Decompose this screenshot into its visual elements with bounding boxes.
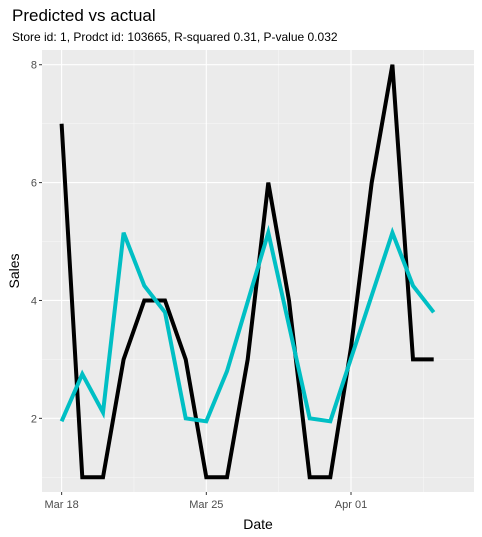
chart-subtitle: Store id: 1, Prodct id: 103665, R-square…	[12, 30, 338, 44]
chart-title: Predicted vs actual	[12, 6, 156, 25]
x-tick-label: Mar 18	[45, 499, 79, 511]
series-layer	[59, 64, 436, 480]
series-line-black	[59, 64, 434, 480]
x-axis-title: Date	[243, 516, 273, 532]
y-tick-label: 2	[31, 413, 37, 425]
y-tick-label: 6	[31, 178, 37, 190]
axis-ticks: 2 4 6 8 Mar 18 Mar 25 Apr 01	[31, 60, 367, 511]
series-line-teal	[59, 224, 436, 424]
x-tick-label: Mar 25	[189, 499, 223, 511]
x-tick-label: Apr 01	[335, 499, 367, 511]
y-axis-title: Sales	[6, 253, 22, 288]
y-tick-label: 8	[31, 60, 37, 72]
y-tick-label: 4	[31, 295, 37, 307]
